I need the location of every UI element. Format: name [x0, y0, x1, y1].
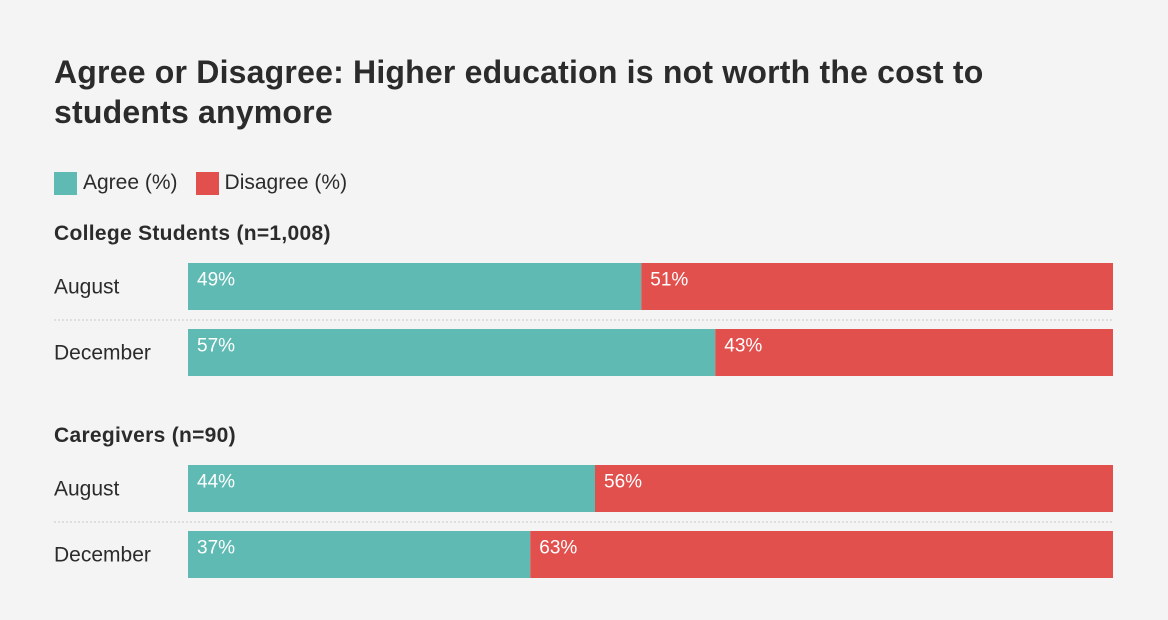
chart-title: Agree or Disagree: Higher education is n… [54, 54, 984, 130]
row-label-g0-r0: August [54, 276, 120, 299]
value-label-agree-g0-r0: 49% [197, 270, 235, 291]
bar-disagree-g0-r0 [641, 263, 1113, 310]
legend: Agree (%) Disagree (%) [54, 169, 365, 197]
bar-agree-g1-r1 [188, 531, 531, 578]
bar-agree-g0-r0 [188, 263, 642, 310]
bar-disagree-g1-r0 [595, 465, 1113, 512]
value-label-disagree-g1-r0: 56% [604, 472, 642, 493]
value-label-disagree-g1-r1: 63% [539, 538, 577, 559]
group-title-caregivers: Caregivers (n=90) [54, 424, 236, 447]
row-label-g1-r0: August [54, 478, 120, 501]
bar-disagree-g1-r1 [530, 531, 1113, 578]
value-label-disagree-g0-r0: 51% [650, 270, 688, 291]
legend-swatch-agree [54, 171, 77, 195]
value-label-disagree-g0-r1: 43% [724, 336, 762, 357]
row-label-g1-r1: December [54, 544, 151, 567]
legend-label-disagree: Disagree (%) [224, 171, 348, 194]
legend-label-agree: Agree (%) [83, 171, 178, 194]
value-label-agree-g1-r1: 37% [197, 538, 235, 559]
bar-agree-g0-r1 [188, 329, 716, 376]
legend-swatch-disagree [195, 171, 219, 195]
value-label-agree-g0-r1: 57% [197, 336, 235, 357]
row-label-g0-r1: December [54, 342, 151, 365]
group-title-college-students: College Students (n=1,008) [54, 222, 331, 245]
legend-item-disagree: Disagree (%) [195, 171, 348, 195]
bar-disagree-g0-r1 [715, 329, 1113, 376]
value-label-agree-g1-r0: 44% [197, 472, 235, 493]
bar-agree-g1-r0 [188, 465, 595, 512]
legend-item-agree: Agree (%) [54, 171, 178, 195]
